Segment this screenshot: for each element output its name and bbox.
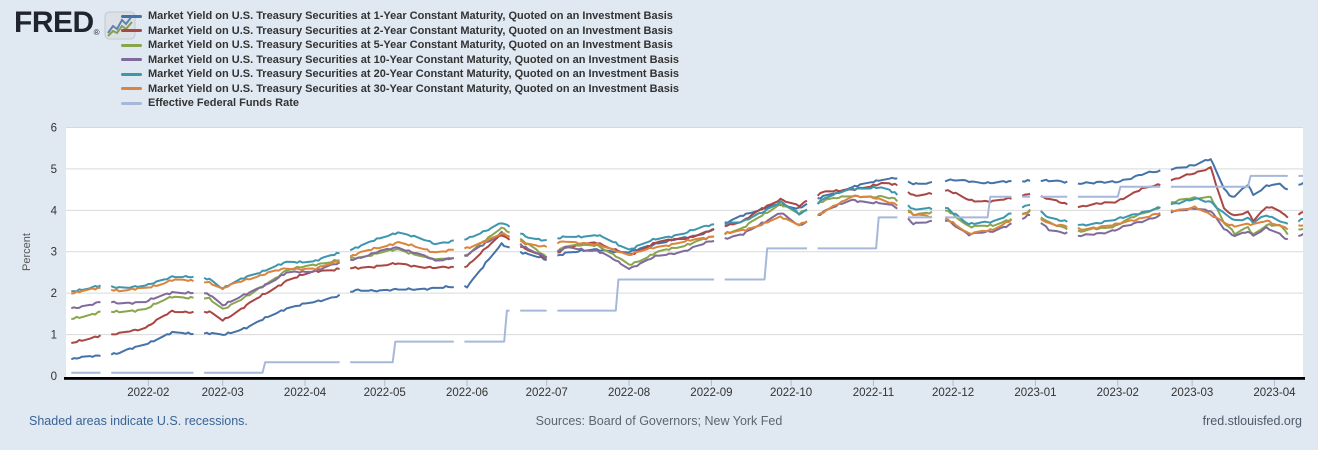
legend-label: Market Yield on U.S. Treasury Securities… — [148, 10, 673, 22]
legend-label: Effective Federal Funds Rate — [148, 97, 299, 109]
legend-label: Market Yield on U.S. Treasury Securities… — [148, 39, 673, 51]
x-tick-label: 2022-12 — [932, 387, 974, 399]
legend-item-2-year[interactable]: Market Yield on U.S. Treasury Securities… — [121, 24, 679, 39]
x-tick-label: 2023-01 — [1014, 387, 1056, 399]
x-tick-label: 2022-05 — [364, 387, 406, 399]
y-tick-label: 1 — [51, 330, 57, 342]
legend-label: Market Yield on U.S. Treasury Securities… — [148, 24, 673, 37]
legend-swatch-icon — [121, 29, 142, 33]
legend-item-5-year[interactable]: Market Yield on U.S. Treasury Securities… — [121, 38, 679, 53]
series-lines — [70, 158, 1303, 374]
x-tick-label: 2022-04 — [284, 387, 327, 399]
legend-swatch-icon — [121, 72, 142, 76]
legend-item-30-year[interactable]: Market Yield on U.S. Treasury Securities… — [121, 82, 679, 97]
legend-swatch-icon — [121, 101, 142, 105]
x-tick-label: 2022-08 — [608, 387, 650, 399]
series-line-30-year — [71, 194, 1303, 295]
y-tick-label: 6 — [51, 122, 57, 134]
x-tick-label: 2022-03 — [202, 387, 244, 399]
x-tick-label: 2022-02 — [127, 387, 169, 399]
y-tick-label: 3 — [51, 247, 57, 259]
x-tick-label: 2023-02 — [1097, 387, 1139, 399]
legend-item-10-year[interactable]: Market Yield on U.S. Treasury Securities… — [121, 53, 679, 68]
legend-swatch-icon — [121, 58, 142, 62]
series-line-1-year — [70, 158, 1303, 361]
x-tick-label: 2022-10 — [770, 387, 812, 399]
legend-item-1-year[interactable]: Market Yield on U.S. Treasury Securities… — [121, 9, 679, 24]
gridlines — [66, 126, 1303, 336]
y-tick-label: 5 — [51, 164, 57, 176]
legend-swatch-icon — [121, 87, 142, 91]
legend-label: Market Yield on U.S. Treasury Securities… — [148, 82, 680, 95]
x-tick-label: 2022-07 — [526, 387, 568, 399]
series-line-effective-federal-funds-rate — [71, 174, 1303, 374]
sources-text: Sources: Board of Governors; New York Fe… — [535, 414, 783, 428]
legend-label: Market Yield on U.S. Treasury Securities… — [148, 68, 680, 80]
x-tick-label: 2023-04 — [1253, 387, 1296, 399]
fred-sparkline-icon — [104, 11, 136, 40]
y-tick-label: 4 — [51, 205, 58, 217]
y-axis-title: Percent — [21, 233, 33, 271]
x-tick-label: 2022-06 — [446, 387, 488, 399]
x-tick-label: 2022-11 — [853, 387, 894, 399]
legend-item-effective-federal-funds-rate[interactable]: Effective Federal Funds Rate — [121, 96, 679, 111]
chart-legend: Market Yield on U.S. Treasury Securities… — [121, 9, 679, 111]
axis-labels: 2022-02 2022-03 2022-04 2022-05 2022-06 2022-… — [21, 122, 1296, 399]
axes — [64, 377, 1305, 386]
legend-label: Market Yield on U.S. Treasury Securities… — [148, 53, 680, 66]
registered-mark: ® — [93, 28, 100, 37]
x-tick-label: 2023-03 — [1171, 387, 1213, 399]
fred-logo[interactable]: FRED ® — [14, 8, 136, 40]
legend-swatch-icon — [121, 43, 142, 47]
legend-item-20-year[interactable]: Market Yield on U.S. Treasury Securities… — [121, 67, 679, 82]
chart-footer: Shaded areas indicate U.S. recessions. S… — [0, 414, 1318, 436]
fred-logo-text: FRED — [14, 6, 94, 39]
recessions-note-link[interactable]: Shaded areas indicate U.S. recessions. — [29, 414, 248, 428]
legend-swatch-icon — [121, 14, 142, 18]
fred-site-link[interactable]: fred.stlouisfed.org — [1202, 414, 1302, 428]
y-tick-label: 0 — [51, 371, 57, 383]
y-tick-label: 2 — [51, 288, 57, 300]
x-tick-label: 2022-09 — [690, 387, 732, 399]
